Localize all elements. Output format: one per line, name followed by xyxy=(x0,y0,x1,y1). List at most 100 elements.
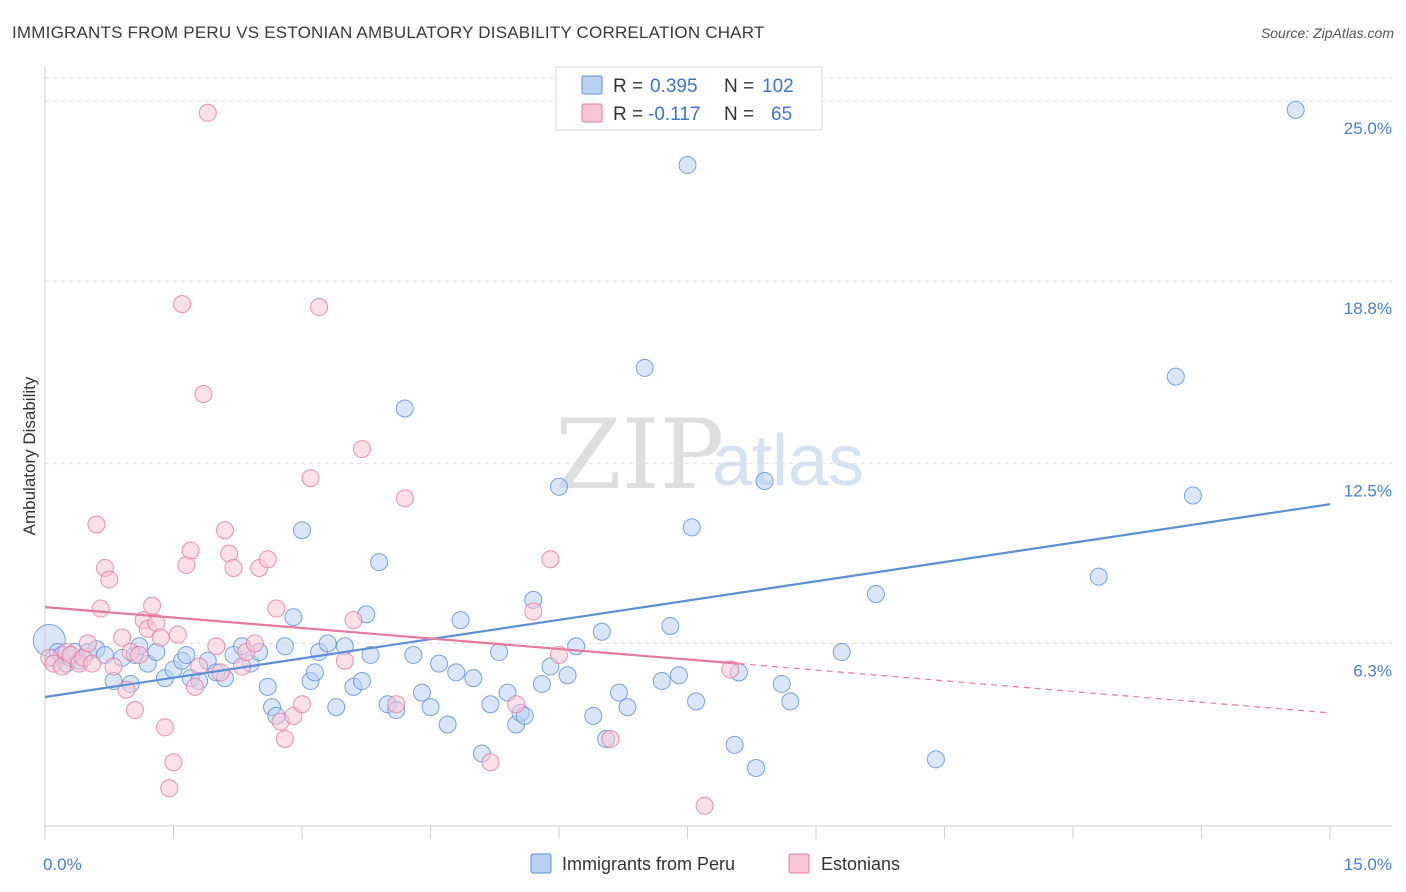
x-tick-label-0: 0.0% xyxy=(43,855,82,874)
point-1-23 xyxy=(151,628,170,647)
point-0-95 xyxy=(1183,486,1202,505)
bottom-legend: Immigrants from Peru Estonians xyxy=(530,853,900,874)
point-1-26 xyxy=(164,753,183,772)
point-0-94 xyxy=(1166,367,1185,386)
point-1-13 xyxy=(104,657,123,676)
point-0-93 xyxy=(1089,567,1108,586)
point-1-28 xyxy=(173,295,192,314)
point-1-31 xyxy=(185,677,204,696)
point-1-10 xyxy=(91,599,110,618)
legend-r-value-peru: 0.395 xyxy=(650,76,698,97)
legend-n-value-estonians: 65 xyxy=(771,104,792,125)
trend-extension-1 xyxy=(738,663,1331,714)
point-0-54 xyxy=(430,654,449,673)
legend-n-value-peru: 102 xyxy=(762,76,794,97)
point-1-9 xyxy=(87,515,106,534)
point-1-45 xyxy=(267,599,286,618)
watermark-zip: ZIP xyxy=(555,399,724,511)
bottom-legend-swatch-peru xyxy=(530,853,552,874)
point-1-54 xyxy=(352,440,371,459)
point-0-70 xyxy=(558,666,577,685)
point-0-80 xyxy=(669,666,688,685)
point-0-96 xyxy=(1286,100,1305,119)
point-0-87 xyxy=(755,471,774,490)
point-1-50 xyxy=(301,469,320,488)
point-0-89 xyxy=(781,692,800,711)
point-1-17 xyxy=(125,701,144,720)
point-1-55 xyxy=(387,695,406,714)
point-1-39 xyxy=(224,558,243,577)
point-0-72 xyxy=(584,706,603,725)
point-1-63 xyxy=(695,796,714,815)
point-0-67 xyxy=(532,674,551,693)
point-0-83 xyxy=(687,692,706,711)
trend-lines xyxy=(44,503,1331,714)
y-tick-label-2: 18.8% xyxy=(1344,299,1392,318)
y-axis-title: Ambulatory Disability xyxy=(20,376,39,535)
point-0-34 xyxy=(275,637,294,656)
legend-n-label-peru: N = xyxy=(724,76,754,97)
point-0-58 xyxy=(464,669,483,688)
point-0-38 xyxy=(305,663,324,682)
point-0-56 xyxy=(447,663,466,682)
point-0-50 xyxy=(395,399,414,418)
trend-line-1 xyxy=(44,606,739,665)
legend-n-label-estonians: N = xyxy=(724,104,754,125)
axes xyxy=(44,66,1392,839)
point-1-32 xyxy=(190,657,209,676)
point-1-35 xyxy=(207,637,226,656)
point-1-51 xyxy=(310,298,329,317)
point-1-58 xyxy=(507,695,526,714)
point-1-7 xyxy=(78,634,97,653)
watermark: ZIP atlas xyxy=(555,399,864,511)
chart-title: IMMIGRANTS FROM PERU VS ESTONIAN AMBULAT… xyxy=(12,23,765,42)
legend: R = 0.395 N = 102 R = -0.117 N = 65 xyxy=(555,66,823,131)
point-0-41 xyxy=(327,698,346,717)
point-0-91 xyxy=(866,585,885,604)
point-1-42 xyxy=(245,634,264,653)
point-1-59 xyxy=(524,602,543,621)
point-0-76 xyxy=(618,698,637,717)
point-0-69 xyxy=(550,477,568,496)
point-1-30 xyxy=(181,541,200,560)
legend-swatch-estonians xyxy=(581,103,603,123)
point-0-75 xyxy=(609,683,628,702)
point-1-44 xyxy=(258,550,277,569)
point-0-79 xyxy=(661,616,680,635)
point-1-18 xyxy=(130,645,149,664)
legend-r-label-peru: R = xyxy=(613,76,643,97)
point-0-21 xyxy=(177,645,196,664)
bottom-legend-label-estonians: Estonians xyxy=(821,854,900,874)
point-0-46 xyxy=(361,645,380,664)
legend-swatch-peru xyxy=(581,75,603,95)
point-0-47 xyxy=(370,553,389,572)
point-1-14 xyxy=(113,628,132,647)
point-1-49 xyxy=(293,695,311,714)
point-0-60 xyxy=(481,695,500,714)
y-tick-label-0: 6.3% xyxy=(1353,661,1392,680)
point-0-52 xyxy=(412,683,431,702)
data-points xyxy=(32,100,1305,815)
point-0-57 xyxy=(451,611,470,630)
source-label: Source: ZipAtlas.com xyxy=(1260,25,1394,41)
point-0-55 xyxy=(438,715,457,734)
point-0-92 xyxy=(926,750,945,769)
point-0-36 xyxy=(293,521,311,540)
point-0-88 xyxy=(772,674,791,693)
point-1-57 xyxy=(481,753,500,772)
point-1-8 xyxy=(83,654,102,673)
point-0-53 xyxy=(421,698,440,717)
bottom-legend-label-peru: Immigrants from Peru xyxy=(562,854,735,874)
point-1-64 xyxy=(721,660,740,679)
point-0-82 xyxy=(682,518,701,537)
point-0-35 xyxy=(284,608,303,627)
point-0-73 xyxy=(592,622,611,641)
point-1-25 xyxy=(160,779,179,798)
grid-lines xyxy=(45,77,1392,644)
bottom-legend-swatch-estonians xyxy=(788,853,810,874)
trend-line-0 xyxy=(44,503,1331,699)
point-0-81 xyxy=(678,155,697,174)
watermark-atlas: atlas xyxy=(712,421,864,501)
point-1-52 xyxy=(335,651,354,670)
